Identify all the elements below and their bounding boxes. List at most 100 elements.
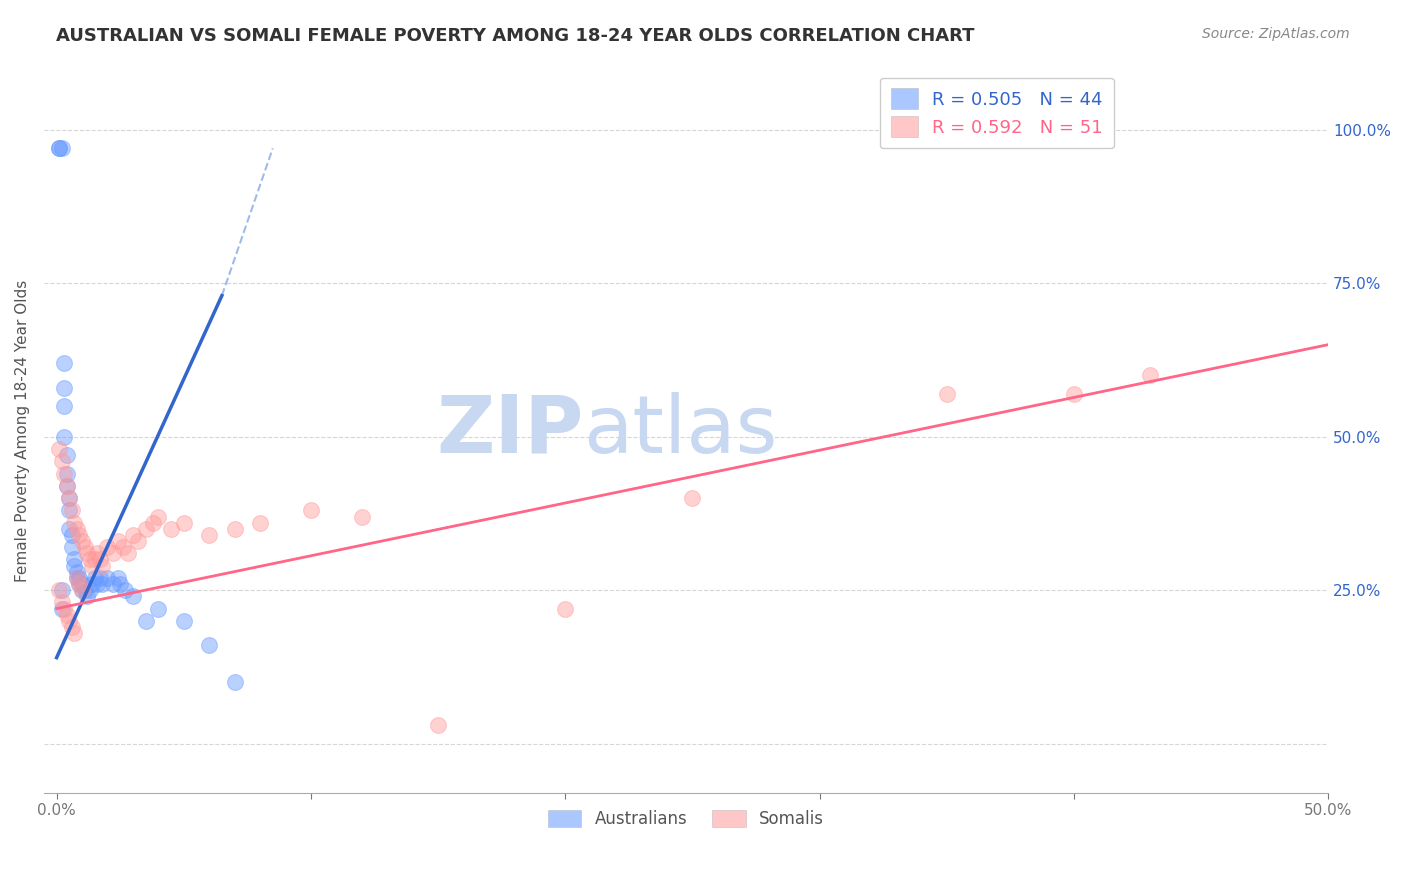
Point <box>48 442 70 456</box>
Point <box>107 571 129 585</box>
Point <box>107 534 129 549</box>
Point <box>69 577 91 591</box>
Point <box>91 558 114 573</box>
Point <box>53 381 76 395</box>
Point <box>51 583 73 598</box>
Point <box>89 571 111 585</box>
Point <box>66 522 89 536</box>
Point <box>63 558 86 573</box>
Point <box>58 491 80 505</box>
Point <box>60 528 83 542</box>
Point <box>117 546 139 560</box>
Point <box>114 583 136 598</box>
Point <box>76 589 98 603</box>
Point <box>53 399 76 413</box>
Point <box>681 491 703 505</box>
Point <box>53 601 76 615</box>
Point <box>101 546 124 560</box>
Point <box>198 639 221 653</box>
Point <box>76 546 98 560</box>
Point <box>51 601 73 615</box>
Point <box>198 528 221 542</box>
Point <box>135 522 157 536</box>
Point <box>83 552 105 566</box>
Point <box>63 516 86 530</box>
Point <box>69 571 91 585</box>
Point <box>69 577 91 591</box>
Point <box>122 528 145 542</box>
Point <box>554 601 576 615</box>
Text: AUSTRALIAN VS SOMALI FEMALE POVERTY AMONG 18-24 YEAR OLDS CORRELATION CHART: AUSTRALIAN VS SOMALI FEMALE POVERTY AMON… <box>56 27 974 45</box>
Point <box>55 479 77 493</box>
Point <box>53 467 76 481</box>
Y-axis label: Female Poverty Among 18-24 Year Olds: Female Poverty Among 18-24 Year Olds <box>15 279 30 582</box>
Point <box>249 516 271 530</box>
Point <box>83 571 105 585</box>
Point <box>935 386 957 401</box>
Point <box>427 718 450 732</box>
Point <box>70 583 93 598</box>
Point <box>70 534 93 549</box>
Point <box>66 571 89 585</box>
Text: Source: ZipAtlas.com: Source: ZipAtlas.com <box>1202 27 1350 41</box>
Point <box>51 595 73 609</box>
Point <box>60 503 83 517</box>
Point <box>82 577 104 591</box>
Point <box>173 614 195 628</box>
Point <box>73 583 96 598</box>
Point <box>48 141 70 155</box>
Point <box>63 626 86 640</box>
Point <box>108 577 131 591</box>
Point <box>51 454 73 468</box>
Point <box>86 546 108 560</box>
Point <box>160 522 183 536</box>
Point <box>224 675 246 690</box>
Point <box>148 601 170 615</box>
Point <box>135 614 157 628</box>
Point <box>86 577 108 591</box>
Point <box>55 467 77 481</box>
Point <box>69 528 91 542</box>
Point <box>101 577 124 591</box>
Point <box>79 552 101 566</box>
Point <box>58 522 80 536</box>
Point <box>53 430 76 444</box>
Point <box>224 522 246 536</box>
Point <box>79 583 101 598</box>
Point <box>96 540 118 554</box>
Point <box>58 614 80 628</box>
Point <box>1139 368 1161 383</box>
Point <box>173 516 195 530</box>
Point <box>60 620 83 634</box>
Point <box>299 503 322 517</box>
Point <box>148 509 170 524</box>
Point <box>58 503 80 517</box>
Point <box>127 534 149 549</box>
Point <box>1063 386 1085 401</box>
Point <box>63 552 86 566</box>
Text: atlas: atlas <box>583 392 778 469</box>
Point <box>53 356 76 370</box>
Point <box>350 509 373 524</box>
Point <box>111 540 134 554</box>
Legend: Australians, Somalis: Australians, Somalis <box>541 804 831 835</box>
Point <box>48 583 70 598</box>
Point <box>60 540 83 554</box>
Point <box>142 516 165 530</box>
Point <box>89 552 111 566</box>
Point <box>96 571 118 585</box>
Point <box>55 479 77 493</box>
Point <box>51 141 73 155</box>
Point <box>66 565 89 579</box>
Point <box>48 141 70 155</box>
Point <box>55 607 77 622</box>
Point <box>82 558 104 573</box>
Point <box>66 571 89 585</box>
Text: ZIP: ZIP <box>436 392 583 469</box>
Point <box>58 491 80 505</box>
Point <box>73 540 96 554</box>
Point <box>70 577 93 591</box>
Point <box>122 589 145 603</box>
Point <box>91 577 114 591</box>
Point <box>70 583 93 598</box>
